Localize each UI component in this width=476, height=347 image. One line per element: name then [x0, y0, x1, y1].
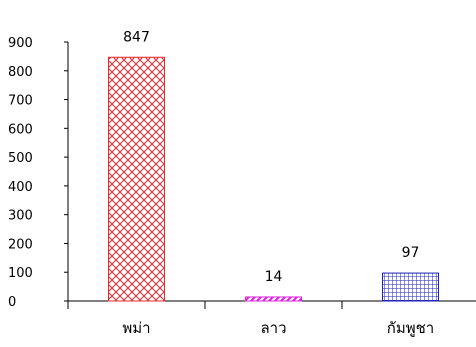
data-label: 14 [265, 269, 283, 285]
category-label: กัมพูชา [387, 319, 434, 337]
y-tick-label: 200 [8, 237, 33, 252]
bar-group [108, 56, 439, 302]
y-tick-label: 800 [8, 65, 33, 80]
y-tick-label: 500 [8, 151, 33, 166]
y-tick-label: 400 [8, 180, 33, 195]
category-label: ลาว [260, 319, 286, 337]
y-tick-label: 900 [8, 36, 33, 51]
data-label: 847 [123, 29, 150, 45]
y-tick-group: 0 100 200 300 400 500 600 700 800 900 [8, 36, 68, 310]
category-label-group: พม่า ลาว กัมพูชา [122, 319, 434, 337]
bar-1 [108, 56, 165, 302]
y-tick-label: 100 [8, 266, 33, 281]
y-tick-label: 300 [8, 209, 33, 224]
y-tick-label: 0 [8, 295, 16, 310]
bar-3 [382, 272, 439, 302]
y-tick-label: 600 [8, 122, 33, 137]
bar-2 [245, 296, 302, 302]
category-label: พม่า [122, 319, 150, 337]
y-tick-label: 700 [8, 94, 33, 109]
x-tick-group [67, 301, 343, 309]
data-label-group: 847 14 97 [123, 29, 419, 285]
data-label: 97 [402, 245, 420, 261]
